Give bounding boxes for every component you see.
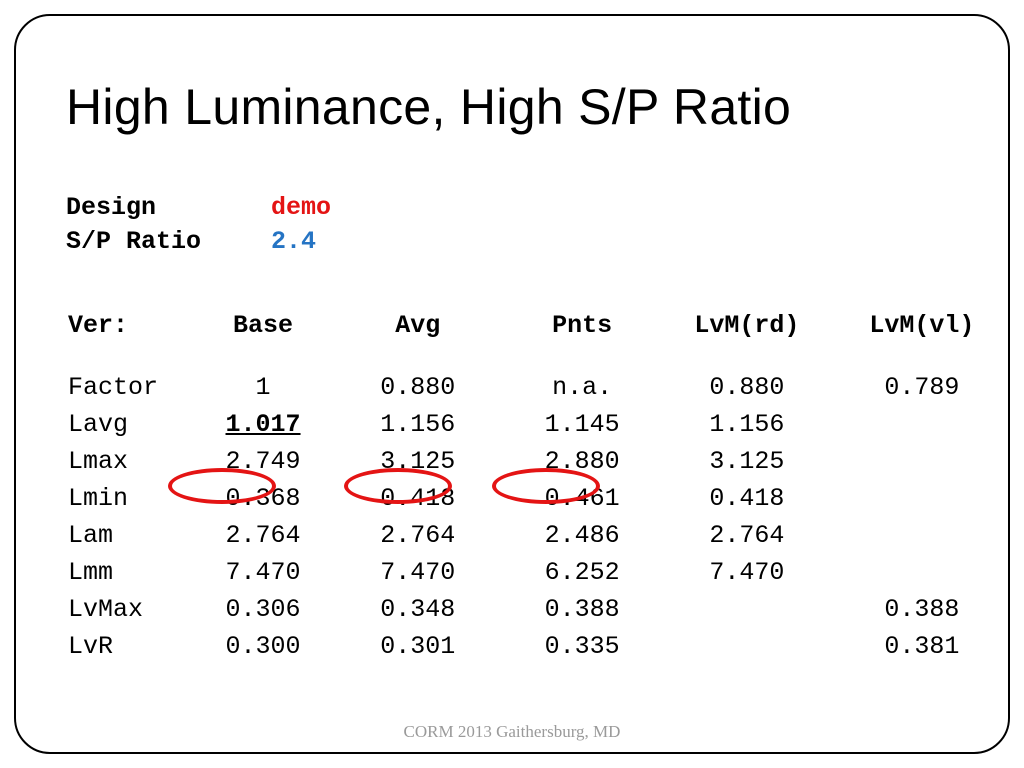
col-avg: Avg [329,308,506,368]
design-value: demo [271,193,331,222]
col-lvmvl: LvM(vl) [838,308,1006,368]
cell: 0.306 [199,592,327,627]
footer-text: CORM 2013 Gaithersburg, MD [16,722,1008,742]
table-row: LvR 0.300 0.301 0.335 0.381 [68,629,1006,664]
cell: 6.252 [508,555,656,590]
cell: 0.388 [838,592,1006,627]
table-row: Lmin 0.368 0.418 0.461 0.418 [68,481,1006,516]
cell [838,481,1006,516]
col-base: Base [199,308,327,368]
sp-label: S/P Ratio [66,225,256,259]
page-title: High Luminance, High S/P Ratio [66,78,791,136]
row-label: Lmm [68,555,197,590]
cell: 2.764 [199,518,327,553]
cell: 2.880 [508,444,656,479]
cell: 3.125 [329,444,506,479]
cell: 2.486 [508,518,656,553]
cell: 0.301 [329,629,506,664]
cell: 0.418 [329,481,506,516]
cell: 2.764 [329,518,506,553]
cell: 7.470 [329,555,506,590]
cell: 0.418 [658,481,836,516]
table-row: Lam 2.764 2.764 2.486 2.764 [68,518,1006,553]
cell [658,592,836,627]
cell: 0.300 [199,629,327,664]
cell: 0.335 [508,629,656,664]
row-label: Lmax [68,444,197,479]
cell [658,629,836,664]
cell-lavg-base: 1.017 [199,407,327,442]
data-table: Ver: Base Avg Pnts LvM(rd) LvM(vl) Facto… [66,306,1008,666]
row-label: LvR [68,629,197,664]
table-row: Lavg 1.017 1.156 1.145 1.156 [68,407,1006,442]
design-label: Design [66,191,256,225]
cell: 2.764 [658,518,836,553]
meta-block: Design demo S/P Ratio 2.4 [66,191,331,259]
cell: 1.156 [658,407,836,442]
table-row: Lmm 7.470 7.470 6.252 7.470 [68,555,1006,590]
row-label: Lavg [68,407,197,442]
col-lvmrd: LvM(rd) [658,308,836,368]
cell: 0.368 [199,481,327,516]
cell: 1.145 [508,407,656,442]
table-row: Factor 1 0.880 n.a. 0.880 0.789 [68,370,1006,405]
cell [838,555,1006,590]
row-label: LvMax [68,592,197,627]
col-pnts: Pnts [508,308,656,368]
cell: 0.880 [329,370,506,405]
cell: 2.749 [199,444,327,479]
row-label: Lmin [68,481,197,516]
cell: 3.125 [658,444,836,479]
slide-frame: High Luminance, High S/P Ratio Design de… [14,14,1010,754]
cell: 0.461 [508,481,656,516]
table-row: LvMax 0.306 0.348 0.388 0.388 [68,592,1006,627]
meta-row-sp: S/P Ratio 2.4 [66,225,331,259]
table-header-row: Ver: Base Avg Pnts LvM(rd) LvM(vl) [68,308,1006,368]
cell: 7.470 [199,555,327,590]
cell: 7.470 [658,555,836,590]
table-row: Lmax 2.749 3.125 2.880 3.125 [68,444,1006,479]
cell: 0.388 [508,592,656,627]
cell: 0.381 [838,629,1006,664]
meta-row-design: Design demo [66,191,331,225]
row-label: Lam [68,518,197,553]
cell: 0.789 [838,370,1006,405]
col-ver: Ver: [68,308,197,368]
cell [838,407,1006,442]
sp-value: 2.4 [271,227,316,256]
cell [838,518,1006,553]
cell: 1 [199,370,327,405]
cell: 1.156 [329,407,506,442]
cell: 0.348 [329,592,506,627]
cell [838,444,1006,479]
row-label: Factor [68,370,197,405]
cell: n.a. [508,370,656,405]
cell: 0.880 [658,370,836,405]
